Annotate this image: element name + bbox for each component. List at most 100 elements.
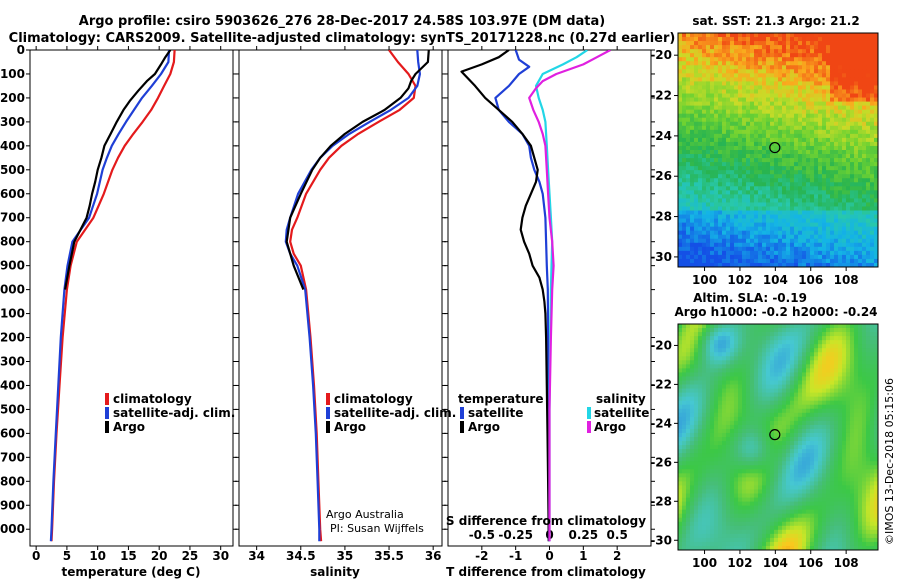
map-cell <box>682 246 687 252</box>
map-cell <box>818 352 823 357</box>
map-cell <box>722 202 727 207</box>
map-cell <box>842 344 847 349</box>
map-cell <box>682 45 687 50</box>
map-cell <box>738 396 743 402</box>
map-cell <box>722 125 727 131</box>
map-cell <box>758 372 763 377</box>
map-cell <box>782 93 787 98</box>
map-cell <box>762 158 767 163</box>
map-cell <box>710 170 715 175</box>
map-cell <box>766 182 771 187</box>
map-cell <box>834 41 839 46</box>
map-cell <box>758 194 763 199</box>
map-cell <box>746 392 751 398</box>
map-cell <box>742 437 747 442</box>
map-cell <box>726 170 731 175</box>
map-cell <box>802 392 807 398</box>
map-cell <box>806 364 811 369</box>
map-cell <box>794 461 799 466</box>
map-cell <box>858 125 863 131</box>
map-cell <box>722 332 727 337</box>
map-cell <box>762 246 767 252</box>
map-cell <box>850 258 855 264</box>
map-cell <box>730 117 735 123</box>
map-cell <box>838 222 843 228</box>
y-tick-label: 1300 <box>0 354 25 368</box>
map-cell <box>842 166 847 171</box>
map-cell <box>866 113 871 119</box>
map-cell <box>770 324 775 329</box>
map-cell <box>778 258 783 264</box>
map-cell <box>862 190 867 195</box>
map-cell <box>874 230 879 236</box>
map-cell <box>750 117 755 123</box>
map-cell <box>726 182 731 187</box>
map-cell <box>786 234 791 240</box>
map-cell <box>702 162 707 167</box>
map-cell <box>818 101 823 107</box>
map-cell <box>810 85 815 90</box>
map-cell <box>874 214 879 219</box>
map-cell <box>858 336 863 341</box>
map-cell <box>794 133 799 139</box>
map-cell <box>842 170 847 175</box>
map-cell <box>822 37 827 42</box>
map-cell <box>706 125 711 131</box>
map-cell <box>682 461 687 466</box>
map-cell <box>718 85 723 90</box>
map-cell <box>870 133 875 139</box>
map-cell <box>858 174 863 179</box>
map-cell <box>746 133 751 139</box>
map-cell <box>738 141 743 147</box>
map-cell <box>698 190 703 195</box>
map-cell <box>718 392 723 398</box>
map-cell <box>718 141 723 147</box>
map-cell <box>834 97 839 102</box>
map-cell <box>794 428 799 434</box>
map-cell <box>754 129 759 135</box>
y-tick-label: 2000 <box>0 522 25 536</box>
map-cell <box>682 174 687 179</box>
map-cell <box>710 420 715 426</box>
map-cell <box>678 238 683 244</box>
map-cell <box>782 234 787 240</box>
map-cell <box>754 101 759 107</box>
map-cell <box>746 77 751 82</box>
map-cell <box>846 170 851 175</box>
map-cell <box>766 101 771 107</box>
map-cell <box>706 218 711 224</box>
map-cell <box>714 242 719 248</box>
map-cell <box>790 150 795 155</box>
map-cell <box>834 174 839 179</box>
map-cell <box>742 324 747 329</box>
map-cell <box>850 453 855 458</box>
map-cell <box>678 432 683 438</box>
map-cell <box>758 129 763 135</box>
map-cell <box>794 137 799 143</box>
map-cell <box>762 129 767 135</box>
map-cell <box>826 194 831 199</box>
map-cell <box>686 400 691 406</box>
map-cell <box>846 37 851 42</box>
legend-label-satellite-adj: satellite-adj. clim. <box>113 406 235 420</box>
map-cell <box>810 202 815 207</box>
map-cell <box>734 246 739 252</box>
map-cell <box>710 113 715 119</box>
map-cell <box>718 457 723 462</box>
map-cell <box>706 37 711 42</box>
map-cell <box>806 372 811 377</box>
map-cell <box>782 37 787 42</box>
map-cell <box>818 432 823 438</box>
map-cell <box>870 449 875 454</box>
map-cell <box>818 372 823 377</box>
map-cell <box>826 254 831 260</box>
map-cell <box>866 105 871 111</box>
map-cell <box>698 125 703 131</box>
map-cell <box>718 174 723 179</box>
map-cell <box>834 461 839 466</box>
map-cell <box>826 89 831 94</box>
map-cell <box>866 234 871 240</box>
map-cell <box>790 400 795 406</box>
map-cell <box>838 332 843 337</box>
map-cell <box>870 73 875 78</box>
